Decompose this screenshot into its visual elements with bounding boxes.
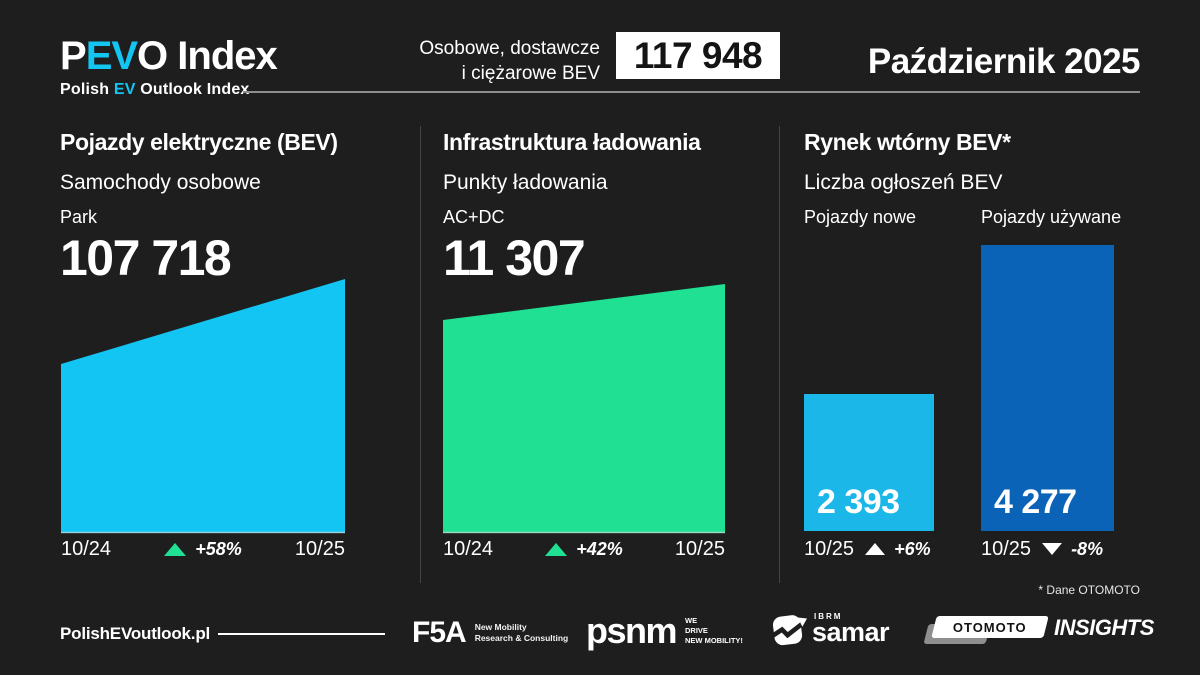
panel1-end-label: 10/25 — [294, 537, 345, 560]
samar-logo-text: IBRM samar — [812, 612, 890, 647]
panel1-subtitle: Samochody osobowe — [60, 171, 261, 194]
ibrm-label: IBRM — [814, 612, 843, 621]
samar-chart-icon — [770, 615, 807, 646]
panel3-bar1-axis-row: 10/25 +6% — [804, 538, 931, 560]
psnm-logo-name: psnm — [586, 609, 678, 651]
panel1-change-pct: +58% — [195, 538, 242, 559]
bar2-change-pct: -8% — [1071, 538, 1104, 559]
pevo-logo-subtitle: Polish EV Outlook Index — [60, 81, 250, 98]
panel2-start-label: 10/24 — [443, 537, 494, 560]
bar1-change: +6% — [865, 539, 931, 560]
panel2-metric-label: AC+DC — [443, 207, 505, 227]
panel-divider-1 — [420, 126, 421, 583]
logo-letter-p: P — [60, 34, 87, 78]
logo-letters-ev: EV — [85, 34, 138, 78]
panel2-subtitle: Punkty ładowania — [443, 171, 608, 194]
panel3-subtitle: Liczba ogłoszeń BEV — [804, 171, 1003, 194]
f5a-logo: F5A New Mobility Research & Consulting — [412, 615, 568, 651]
panel1-metric-label: Park — [60, 207, 98, 227]
logo-sub-ev: EV — [113, 81, 136, 98]
up-triangle-icon — [545, 542, 568, 556]
psnm-logo: psnm WE DRIVE NEW MOBILITY! — [586, 609, 743, 651]
panel-divider-2 — [779, 126, 780, 583]
panel2-trend-chart — [443, 284, 725, 534]
bar2-period-label: 10/25 — [981, 537, 1032, 560]
panel1-change: +58% — [164, 539, 242, 560]
fleet-total-value: 117 948 — [633, 34, 763, 76]
logo-letter-o: O — [137, 34, 168, 78]
data-source-footnote: * Dane OTOMOTO — [1038, 583, 1140, 597]
f5a-logo-tagline: New Mobility Research & Consulting — [474, 621, 569, 643]
bar-new-vehicles: 2 393 — [804, 394, 934, 531]
pevo-logo-title: PEVO Index — [60, 34, 278, 78]
down-triangle-icon — [1042, 543, 1063, 555]
bar-used-vehicles-value: 4 277 — [994, 483, 1077, 521]
panel3-bar2-axis-row: 10/25 -8% — [981, 538, 1103, 560]
psnm-logo-tagline: WE DRIVE NEW MOBILITY! — [685, 616, 743, 645]
up-triangle-icon — [164, 542, 187, 556]
panel2-title: Infrastruktura ładowania — [443, 129, 701, 155]
otomoto-logo-box: OTOMOTO — [931, 616, 1049, 638]
logo-word-index: Index — [167, 34, 277, 78]
trend-wedge-bev — [61, 279, 345, 533]
panel2-axis-row: 10/24 +42% 10/25 — [443, 538, 725, 560]
otomoto-insights-label: INSIGHTS — [1054, 615, 1154, 640]
trend-wedge-charging — [443, 284, 725, 533]
f5a-logo-name: F5A — [412, 616, 467, 649]
bar-new-vehicles-value: 2 393 — [817, 483, 900, 521]
panel1-start-label: 10/24 — [61, 537, 112, 560]
period-title: Październik 2025 — [867, 42, 1141, 81]
bar-used-vehicles: 4 277 — [981, 245, 1114, 531]
panel1-value: 107 718 — [60, 230, 232, 286]
panel2-change-pct: +42% — [576, 538, 623, 559]
samar-label: samar — [812, 617, 890, 647]
bar2-change: -8% — [1042, 539, 1103, 560]
pevo-logo: PEVO Index Polish EV Outlook Index — [60, 34, 278, 99]
panel1-title: Pojazdy elektryczne (BEV) — [60, 129, 338, 155]
panel3-title: Rynek wtórny BEV* — [804, 129, 1011, 155]
otomoto-logo-text: OTOMOTO — [953, 619, 1027, 635]
bar1-change-pct: +6% — [894, 538, 931, 559]
fleet-total-value-box: 117 948 — [616, 32, 780, 79]
panel2-end-label: 10/25 — [674, 537, 725, 560]
panel1-axis-row: 10/24 +58% 10/25 — [61, 538, 345, 560]
panel3-bar2-label: Pojazdy używane — [981, 207, 1122, 227]
up-triangle-icon — [865, 543, 886, 555]
footer-divider-line — [218, 633, 385, 635]
header-divider — [243, 91, 1140, 93]
ibrm-samar-logo: IBRM samar — [770, 612, 890, 649]
panel2-change: +42% — [545, 539, 623, 560]
fleet-total-label: Osobowe, dostawcze i ciężarowe BEV — [419, 38, 600, 85]
panel2-value: 11 307 — [443, 230, 586, 286]
panel3-bar1-label: Pojazdy nowe — [804, 207, 917, 227]
website-url: PolishEVoutlook.pl — [60, 624, 211, 643]
bar1-period-label: 10/25 — [804, 537, 855, 560]
panel1-trend-chart — [61, 279, 345, 534]
